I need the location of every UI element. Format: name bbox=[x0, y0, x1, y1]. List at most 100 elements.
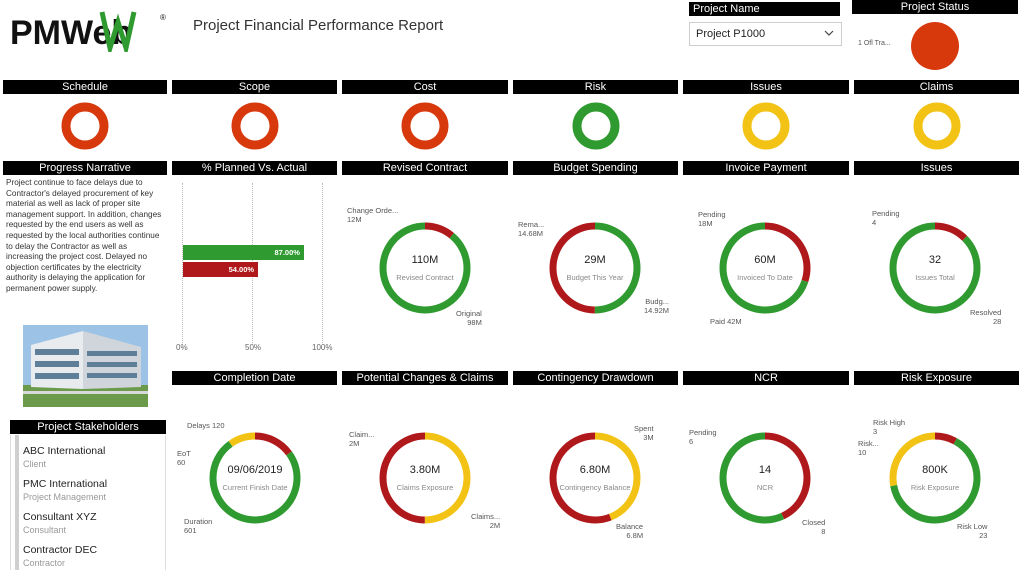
donut-segment[interactable] bbox=[719, 222, 811, 314]
donut-segment[interactable] bbox=[719, 432, 811, 524]
donut-segment-label: Claims... 2M bbox=[471, 512, 500, 530]
segment-label-value: 14.92M bbox=[644, 306, 670, 315]
donut-segment-label: Duration 601 bbox=[184, 517, 212, 535]
donut-segment-label: Pending 6 bbox=[689, 428, 717, 446]
donut-segment-label: Risk... 10 bbox=[858, 439, 879, 457]
axis-tick-0: 0% bbox=[176, 343, 188, 352]
donut-segment-label: Pending 18M bbox=[698, 210, 726, 228]
donut-segment-label: Risk High 3 bbox=[873, 418, 905, 436]
segment-label-name: Budg... bbox=[645, 297, 670, 306]
segment-label-value: 2M bbox=[349, 439, 360, 448]
donut-center-label: Budget This Year bbox=[566, 273, 624, 282]
stakeholder-item[interactable]: Contractor DEC Contractor bbox=[23, 544, 97, 568]
segment-label-name: Paid 42M bbox=[710, 317, 742, 326]
invoice-payment-donut[interactable] bbox=[716, 219, 814, 317]
chevron-down-icon[interactable] bbox=[823, 27, 835, 39]
kpi-header-cost: Cost bbox=[342, 80, 508, 94]
completion-date-donut[interactable] bbox=[206, 429, 304, 527]
stakeholder-item[interactable]: ABC International Client bbox=[23, 445, 105, 469]
stakeholder-item[interactable]: Consultant XYZ Consultant bbox=[23, 511, 97, 535]
donut-center-value: 60M bbox=[754, 254, 776, 266]
issues-donut[interactable] bbox=[886, 219, 984, 317]
segment-label-value: 18M bbox=[698, 219, 713, 228]
donut-segment[interactable] bbox=[889, 432, 981, 524]
donut-center-label: NCR bbox=[756, 483, 774, 492]
budget-spending-donut[interactable] bbox=[546, 219, 644, 317]
donut-segment-label: Balance 6.8M bbox=[616, 522, 643, 540]
donut-segment[interactable] bbox=[549, 432, 641, 524]
risk-exposure-donut[interactable] bbox=[886, 429, 984, 527]
progress-narrative-header: Progress Narrative bbox=[3, 161, 167, 175]
donut-segment[interactable] bbox=[889, 432, 981, 524]
segment-label-name: EoT bbox=[177, 449, 191, 458]
segment-label-value: 601 bbox=[184, 526, 197, 535]
kpi-header-scope: Scope bbox=[172, 80, 337, 94]
segment-label-value: 6 bbox=[689, 437, 694, 446]
segment-label-value: 3M bbox=[643, 433, 654, 442]
axis-tick-50: 50% bbox=[245, 343, 262, 352]
kpi-ring-issues[interactable] bbox=[741, 101, 791, 151]
donut-segment[interactable] bbox=[549, 222, 641, 314]
donut-segment-label: Paid 42M bbox=[710, 317, 742, 326]
segment-label-value: 28 bbox=[992, 317, 1002, 326]
kpi-header-issues: Issues bbox=[683, 80, 849, 94]
stakeholder-name: PMC International bbox=[23, 478, 108, 490]
segment-label-name: Risk Low bbox=[957, 522, 988, 531]
contingency-header: Contingency Drawdown bbox=[513, 371, 678, 385]
ncr-donut[interactable] bbox=[716, 429, 814, 527]
kpi-header-claims: Claims bbox=[854, 80, 1019, 94]
segment-label-name: Risk High bbox=[873, 418, 906, 427]
project-status-header: Project Status bbox=[852, 0, 1018, 14]
donut-center-value: 110M bbox=[411, 254, 439, 266]
donut-segment[interactable] bbox=[379, 222, 471, 314]
potential-changes-donut[interactable] bbox=[376, 429, 474, 527]
stakeholder-name: ABC International bbox=[23, 445, 106, 457]
donut-center-label: Claims Exposure bbox=[396, 483, 454, 492]
stakeholder-role: Contractor bbox=[23, 558, 66, 568]
kpi-header-schedule: Schedule bbox=[3, 80, 167, 94]
donut-segment[interactable] bbox=[209, 432, 301, 524]
donut-segment-label: Pending 4 bbox=[872, 209, 900, 227]
report-title: Project Financial Performance Report bbox=[193, 17, 444, 34]
kpi-ring-claims[interactable] bbox=[912, 101, 962, 151]
scrollbar[interactable] bbox=[15, 435, 19, 570]
kpi-ring-risk[interactable] bbox=[571, 101, 621, 151]
contingency-donut[interactable] bbox=[546, 429, 644, 527]
kpi-ring-cost[interactable] bbox=[400, 101, 450, 151]
segment-label-name: Spent bbox=[634, 424, 654, 433]
project-name-header: Project Name bbox=[689, 2, 840, 16]
ncr-header: NCR bbox=[683, 371, 849, 385]
donut-center-label: Risk Exposure bbox=[910, 483, 960, 492]
planned-bar[interactable]: 87.00% bbox=[183, 245, 304, 260]
segment-label-name: Duration bbox=[184, 517, 213, 526]
progress-narrative-text: Project continue to face delays due to C… bbox=[6, 178, 162, 293]
revised-contract-donut[interactable] bbox=[376, 219, 474, 317]
donut-center-value: 3.80M bbox=[409, 464, 441, 476]
stakeholders-header: Project Stakeholders bbox=[10, 420, 166, 434]
donut-segment-label: Risk Low 23 bbox=[957, 522, 987, 540]
kpi-ring-scope[interactable] bbox=[230, 101, 280, 151]
stakeholder-role: Project Management bbox=[23, 492, 107, 502]
segment-label-value: 6.8M bbox=[626, 531, 644, 540]
donut-center-label: Issues Total bbox=[915, 273, 955, 282]
segment-label-name: Original bbox=[456, 309, 482, 318]
stakeholder-name: Consultant XYZ bbox=[23, 511, 97, 523]
donut-segment[interactable] bbox=[889, 222, 981, 314]
donut-segment[interactable] bbox=[379, 432, 471, 524]
gridline-0 bbox=[182, 183, 183, 343]
donut-segment-label: Budg... 14.92M bbox=[644, 297, 669, 315]
donut-segment[interactable] bbox=[209, 432, 301, 524]
segment-label-name: Change Orde... bbox=[347, 206, 399, 215]
segment-label-value: 8 bbox=[821, 527, 826, 536]
segment-label-value: 60 bbox=[177, 458, 186, 467]
project-status-indicator[interactable] bbox=[911, 22, 959, 70]
segment-label-name: Claim... bbox=[349, 430, 375, 439]
donut-segment-label: Original 98M bbox=[456, 309, 482, 327]
segment-label-value: 2M bbox=[489, 521, 501, 530]
project-select[interactable]: Project P1000 bbox=[689, 22, 842, 46]
segment-label-name: Pending bbox=[698, 210, 726, 219]
donut-center-value: 32 bbox=[928, 254, 942, 266]
actual-bar[interactable]: 54.00% bbox=[183, 262, 259, 277]
kpi-ring-schedule[interactable] bbox=[60, 101, 110, 151]
stakeholder-item[interactable]: PMC International Project Management bbox=[23, 478, 107, 502]
